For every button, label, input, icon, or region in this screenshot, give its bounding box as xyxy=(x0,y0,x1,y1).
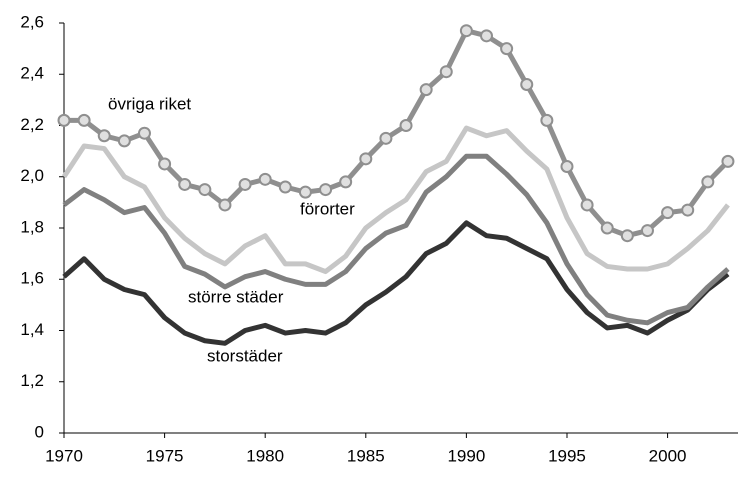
y-tick-label: 1,2 xyxy=(20,371,44,390)
series-marker xyxy=(439,65,453,79)
series-marker xyxy=(500,42,514,56)
x-tick-label: 1985 xyxy=(347,446,385,465)
y-tick-label: 1,4 xyxy=(20,320,44,339)
series-label: storstäder xyxy=(207,346,283,365)
series-marker xyxy=(298,185,312,199)
series-marker xyxy=(600,221,614,235)
y-tick-label: 2,2 xyxy=(20,115,44,134)
series-marker xyxy=(640,224,654,238)
series-marker xyxy=(580,198,594,212)
series-marker xyxy=(701,175,715,189)
series-label: större städer xyxy=(188,287,284,306)
y-tick-label: 1,6 xyxy=(20,269,44,288)
x-tick-label: 1970 xyxy=(45,446,83,465)
series-marker xyxy=(258,172,272,186)
series-marker xyxy=(97,129,111,143)
series-marker xyxy=(238,177,252,191)
y-tick-label: 2,6 xyxy=(20,12,44,31)
series-marker xyxy=(178,177,192,191)
series-marker xyxy=(661,206,675,220)
series-marker xyxy=(158,157,172,171)
series-marker xyxy=(117,134,131,148)
series-label: förorter xyxy=(300,199,355,218)
x-tick-label: 1975 xyxy=(146,446,184,465)
y-tick-label: 1,8 xyxy=(20,217,44,236)
series-marker xyxy=(278,180,292,194)
series-line xyxy=(61,125,730,275)
series-marker xyxy=(721,154,735,168)
series-line xyxy=(62,220,730,346)
series-marker xyxy=(681,203,695,217)
series-line xyxy=(64,28,730,239)
series-marker xyxy=(399,119,413,132)
series-marker xyxy=(520,78,534,91)
series-marker xyxy=(560,160,574,173)
series-marker xyxy=(319,183,333,197)
series-marker xyxy=(57,113,71,127)
series-marker xyxy=(137,126,151,140)
series-marker xyxy=(198,183,212,197)
series-line xyxy=(62,153,730,326)
series-marker xyxy=(218,198,232,212)
series-marker xyxy=(459,24,473,38)
y-tick-label: 0 xyxy=(35,422,44,441)
x-tick-label: 1980 xyxy=(246,446,284,465)
series-marker xyxy=(480,29,494,43)
series-label: övriga riket xyxy=(108,94,191,113)
series-marker xyxy=(419,83,433,97)
y-tick-label: 2,4 xyxy=(20,64,44,83)
series-marker xyxy=(77,113,91,127)
series-marker xyxy=(620,229,634,243)
x-tick-label: 2000 xyxy=(649,446,687,465)
x-tick-label: 1995 xyxy=(548,446,586,465)
series-marker xyxy=(379,131,393,145)
x-tick-label: 1990 xyxy=(447,446,485,465)
series-marker xyxy=(540,113,554,127)
series-marker xyxy=(339,175,353,189)
series-marker xyxy=(359,152,373,166)
y-tick-label: 2,0 xyxy=(20,166,44,185)
